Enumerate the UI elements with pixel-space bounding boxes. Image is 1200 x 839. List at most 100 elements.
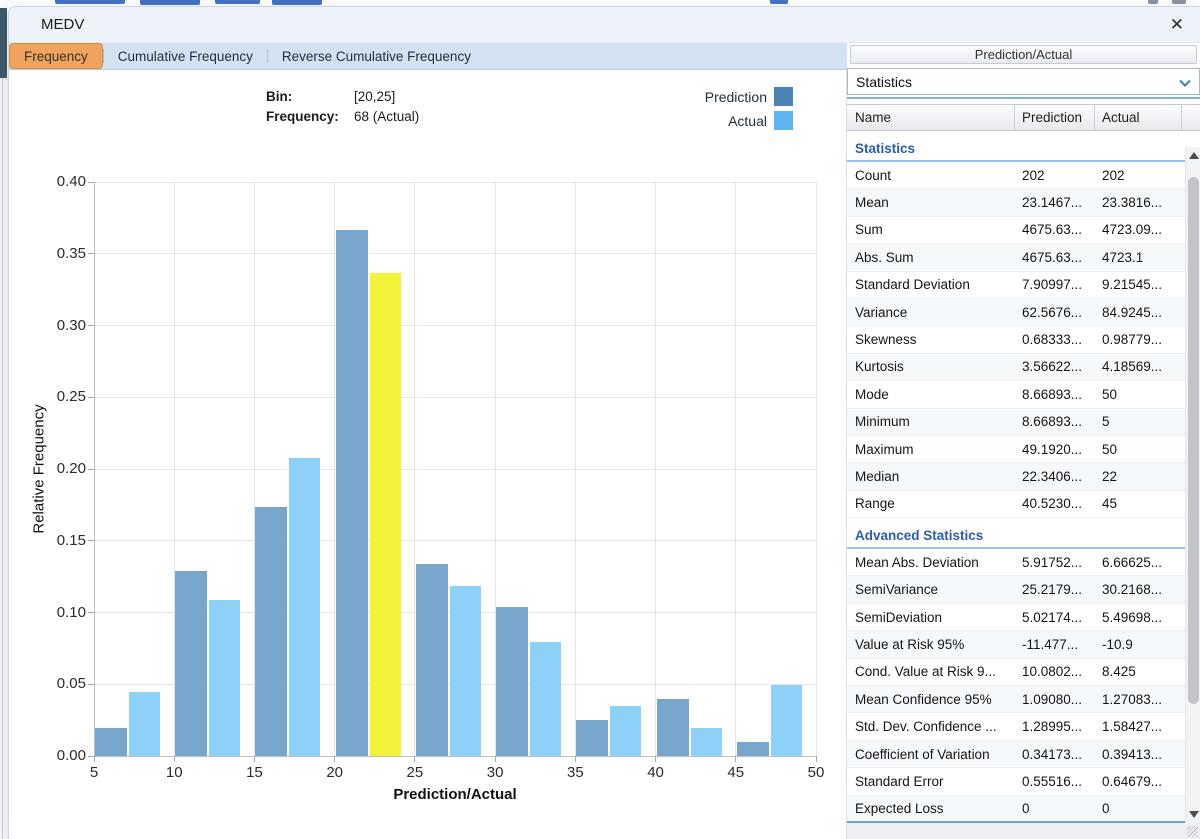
scrollbar[interactable]	[1185, 147, 1200, 823]
table-row[interactable]: Median22.3406...22	[847, 463, 1185, 490]
histogram-bar-prediction-30-35[interactable]	[496, 607, 528, 756]
histogram-bar-actual-5-10[interactable]	[129, 692, 160, 756]
stat-actual-value: 9.21545...	[1095, 277, 1185, 292]
resize-grip[interactable]	[1187, 826, 1198, 837]
histogram-bar-prediction-5-10[interactable]	[95, 728, 127, 756]
tab-frequency[interactable]: Frequency	[9, 43, 103, 69]
table-row[interactable]: Mean23.1467...23.3816...	[847, 189, 1185, 216]
stat-prediction-value: 5.91752...	[1015, 555, 1095, 570]
legend-swatch-prediction	[774, 87, 793, 106]
table-row[interactable]: Expected Loss00	[847, 796, 1185, 823]
stat-name: SemiVariance	[847, 582, 1015, 597]
close-icon[interactable]: ✕	[1170, 16, 1184, 33]
histogram-bar-actual-10-15[interactable]	[209, 600, 240, 756]
stat-name: Minimum	[847, 414, 1015, 429]
table-row[interactable]: Variance62.5676...84.9245...	[847, 299, 1185, 326]
stat-actual-value: 50	[1095, 442, 1185, 457]
histogram-bar-prediction-40-45[interactable]	[657, 699, 689, 756]
bin-value: [20,25]	[354, 89, 395, 104]
histogram-bar-actual-45-50[interactable]	[771, 685, 802, 756]
histogram-bar-actual-35-40[interactable]	[610, 706, 641, 756]
table-row[interactable]: Range40.5230...45	[847, 491, 1185, 518]
table-row[interactable]: Count202202	[847, 162, 1185, 189]
gridline	[575, 182, 576, 756]
column-header-name[interactable]: Name	[847, 105, 1015, 130]
background-app-sliver	[140, 0, 200, 5]
x-tick	[174, 756, 175, 762]
stat-prediction-value: 22.3406...	[1015, 469, 1095, 484]
x-tick	[254, 756, 255, 762]
table-row[interactable]: SemiDeviation5.02174...5.49698...	[847, 604, 1185, 631]
y-tick	[88, 182, 94, 183]
histogram-bar-prediction-25-30[interactable]	[416, 564, 448, 756]
y-tick	[88, 397, 94, 398]
table-row[interactable]: Abs. Sum4675.63...4723.1	[847, 244, 1185, 271]
x-tick	[735, 756, 736, 762]
stat-name: Std. Dev. Confidence ...	[847, 719, 1015, 734]
background-app-sliver	[272, 0, 322, 5]
histogram-bar-actual-40-45[interactable]	[691, 728, 722, 756]
table-row[interactable]: Minimum8.66893...5	[847, 409, 1185, 436]
medv-dialog: MEDV ✕ FrequencyCumulative FrequencyReve…	[8, 6, 1200, 839]
scroll-down-icon[interactable]	[1189, 811, 1199, 818]
stat-actual-value: 30.2168...	[1095, 582, 1185, 597]
stat-actual-value: 50	[1095, 387, 1185, 402]
histogram-bar-prediction-45-50[interactable]	[737, 742, 769, 756]
x-tick-label: 25	[393, 764, 437, 781]
stat-name: Cond. Value at Risk 9...	[847, 664, 1015, 679]
stat-actual-value: 8.425	[1095, 664, 1185, 679]
table-row[interactable]: Mode8.66893...50	[847, 381, 1185, 408]
histogram-bar-prediction-15-20[interactable]	[255, 507, 287, 756]
legend-swatch-actual	[774, 111, 793, 130]
x-tick-label: 35	[553, 764, 597, 781]
table-row[interactable]: Maximum49.1920...50	[847, 436, 1185, 463]
x-tick	[816, 756, 817, 762]
tab-cumulative-frequency[interactable]: Cumulative Frequency	[104, 43, 267, 69]
legend-label: Prediction	[705, 89, 767, 105]
statistics-dropdown[interactable]: Statistics	[847, 68, 1200, 95]
y-tick-label: 0.20	[9, 460, 86, 477]
column-header-actual[interactable]: Actual	[1095, 105, 1182, 130]
histogram-bar-actual-30-35[interactable]	[530, 642, 561, 756]
table-row[interactable]: Std. Dev. Confidence ...1.28995...1.5842…	[847, 713, 1185, 740]
histogram-bar-actual-25-30[interactable]	[450, 586, 481, 756]
histogram-bar-actual-15-20[interactable]	[289, 458, 320, 756]
frequency-label: Frequency:	[266, 109, 354, 124]
scroll-up-icon[interactable]	[1189, 152, 1199, 159]
table-row[interactable]: Kurtosis3.56622...4.18569...	[847, 354, 1185, 381]
scrollbar-thumb[interactable]	[1188, 177, 1199, 704]
histogram-bar-prediction-20-25[interactable]	[336, 230, 368, 756]
histogram-bar-prediction-10-15[interactable]	[175, 571, 207, 756]
table-row[interactable]: Standard Error0.55516...0.64679...	[847, 768, 1185, 795]
table-row[interactable]: Skewness0.68333...0.98779...	[847, 326, 1185, 353]
histogram-bar-actual-20-25[interactable]	[370, 273, 401, 756]
chevron-down-icon	[1178, 73, 1199, 91]
table-row[interactable]: Standard Deviation7.90997...9.21545...	[847, 272, 1185, 299]
table-row[interactable]: Sum4675.63...4723.09...	[847, 217, 1185, 244]
table-row[interactable]: Cond. Value at Risk 9...10.0802...8.425	[847, 659, 1185, 686]
stats-table-body: StatisticsCount202202Mean23.1467...23.38…	[847, 131, 1185, 823]
table-row[interactable]: Mean Confidence 95%1.09080...1.27083...	[847, 686, 1185, 713]
background-app-sliver	[1172, 0, 1186, 4]
x-tick-label: 45	[714, 764, 758, 781]
table-row[interactable]: SemiVariance25.2179...30.2168...	[847, 576, 1185, 603]
table-row[interactable]: Mean Abs. Deviation5.91752...6.66625...	[847, 549, 1185, 576]
stat-actual-value: 202	[1095, 168, 1185, 183]
stat-name: Abs. Sum	[847, 250, 1015, 265]
table-row[interactable]: Value at Risk 95%-11.477...-10.9	[847, 631, 1185, 658]
gridline	[94, 325, 816, 326]
table-row[interactable]: Coefficient of Variation0.34173...0.3941…	[847, 741, 1185, 768]
legend-label: Actual	[728, 113, 767, 129]
stat-name: Count	[847, 168, 1015, 183]
legend-item-actual: Actual	[728, 111, 793, 130]
tab-reverse-cumulative-frequency[interactable]: Reverse Cumulative Frequency	[268, 43, 485, 69]
column-header-prediction[interactable]: Prediction	[1015, 105, 1095, 130]
x-tick	[495, 756, 496, 762]
histogram-bar-prediction-35-40[interactable]	[576, 720, 608, 756]
stat-actual-value: 4723.1	[1095, 250, 1185, 265]
stat-prediction-value: 3.56622...	[1015, 359, 1095, 374]
stat-name: Value at Risk 95%	[847, 637, 1015, 652]
stat-actual-value: 5	[1095, 414, 1185, 429]
stat-prediction-value: 25.2179...	[1015, 582, 1095, 597]
stat-actual-value: 0.39413...	[1095, 747, 1185, 762]
